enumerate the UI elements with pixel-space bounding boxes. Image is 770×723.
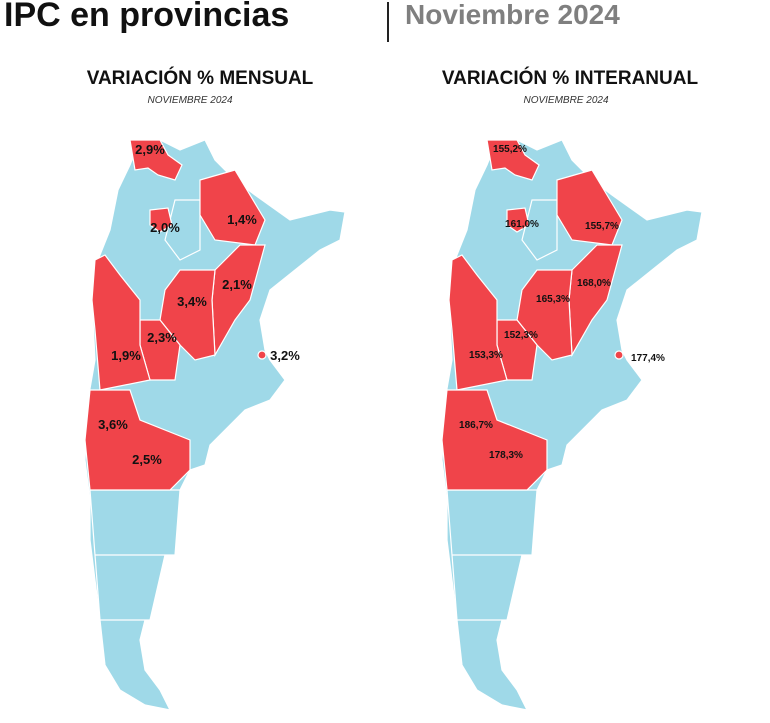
map-title: VARIACIÓN % INTERANUAL	[442, 67, 699, 89]
label: 155,2%	[493, 144, 527, 155]
label: 161,0%	[505, 219, 539, 230]
label: 155,7%	[585, 221, 619, 232]
title: IPC en provincias	[4, 0, 289, 34]
label: 152,3%	[504, 330, 538, 341]
map-right: VARIACIÓN % INTERANUAL NOVIEMBRE 2024 15…	[441, 67, 703, 711]
label: 3,6%	[98, 417, 128, 432]
label: 2,5%	[132, 452, 162, 467]
map-title: VARIACIÓN % MENSUAL	[87, 67, 314, 89]
label: 153,3%	[469, 350, 503, 361]
label: 3,4%	[177, 294, 207, 309]
label: 1,9%	[111, 348, 141, 363]
label: 2,3%	[147, 330, 177, 345]
label: 2,1%	[222, 277, 252, 292]
label: 177,4%	[631, 353, 665, 364]
map-subtitle: NOVIEMBRE 2024	[147, 95, 232, 106]
period: Noviembre 2024	[405, 0, 620, 30]
label: 1,4%	[227, 212, 257, 227]
label: 168,0%	[577, 278, 611, 289]
map-subtitle: NOVIEMBRE 2024	[523, 95, 608, 106]
label: 165,3%	[536, 294, 570, 305]
label: 3,2%	[270, 348, 300, 363]
label: 2,9%	[135, 142, 165, 157]
label: 186,7%	[459, 420, 493, 431]
label: 2,0%	[150, 220, 180, 235]
map-left: VARIACIÓN % MENSUAL NOVIEMBRE 2024 2,9% …	[84, 67, 346, 711]
label: 178,3%	[489, 450, 523, 461]
